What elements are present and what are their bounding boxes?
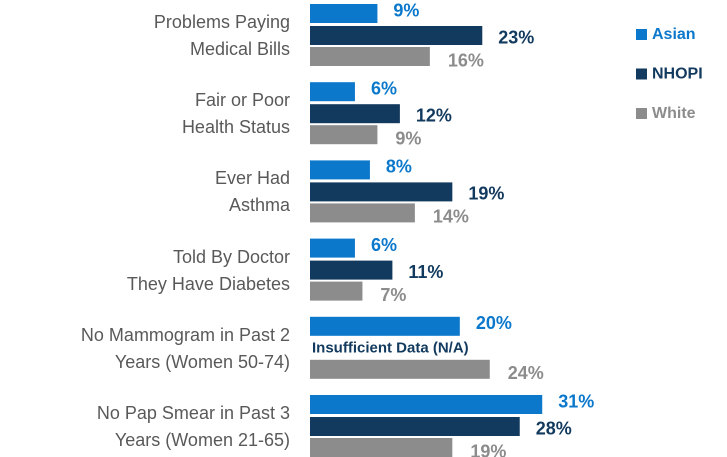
category-label: Problems Paying Medical Bills (153, 12, 290, 59)
value-label: 9% (393, 0, 419, 20)
bar (310, 104, 400, 124)
value-label: 14% (433, 207, 469, 227)
category-label: Ever Had Asthma (214, 168, 290, 216)
legend-label: Asian (652, 26, 696, 43)
value-label: 19% (468, 184, 504, 204)
category-label: Told By Doctor They Have Diabetes (126, 246, 290, 294)
bar (310, 359, 490, 379)
value-label: 28% (536, 418, 572, 438)
category-label: No Pap Smear in Past 3 Years (Women 21-6… (96, 403, 290, 450)
value-label: 20% (476, 313, 512, 333)
bar (310, 238, 355, 258)
bar (310, 438, 453, 457)
value-label: 16% (448, 50, 484, 70)
legend-swatch (636, 68, 647, 80)
value-label: 11% (408, 262, 443, 282)
value-label: 23% (498, 27, 534, 47)
value-label: 12% (416, 105, 452, 125)
value-label: 8% (386, 157, 412, 177)
legend-swatch (636, 108, 647, 119)
bar (310, 125, 378, 145)
value-label: 31% (558, 391, 594, 411)
legend-swatch (636, 29, 647, 40)
bar (310, 82, 355, 102)
bar (310, 203, 415, 223)
annotation: Insufficient Data (N/A) (312, 339, 469, 356)
category-label: Fair or Poor Health Status (181, 90, 290, 138)
bar (310, 260, 393, 280)
category-label: No Mammogram in Past 2 Years (Women 50-7… (80, 324, 290, 372)
bar (310, 395, 543, 414)
bar (310, 26, 483, 45)
bar (310, 4, 378, 23)
bar (310, 160, 370, 180)
bar (310, 281, 363, 301)
value-label: 7% (380, 285, 406, 305)
bar (310, 417, 520, 436)
value-label: 9% (395, 128, 421, 148)
bar (310, 182, 453, 202)
value-label: 6% (371, 78, 397, 98)
value-label: 19% (470, 441, 506, 457)
bar (310, 316, 460, 336)
value-label: 6% (371, 235, 397, 255)
legend-label: NHOPI (652, 66, 703, 83)
value-label: 24% (508, 363, 544, 383)
bar (310, 47, 430, 66)
legend-label: White (652, 105, 696, 122)
